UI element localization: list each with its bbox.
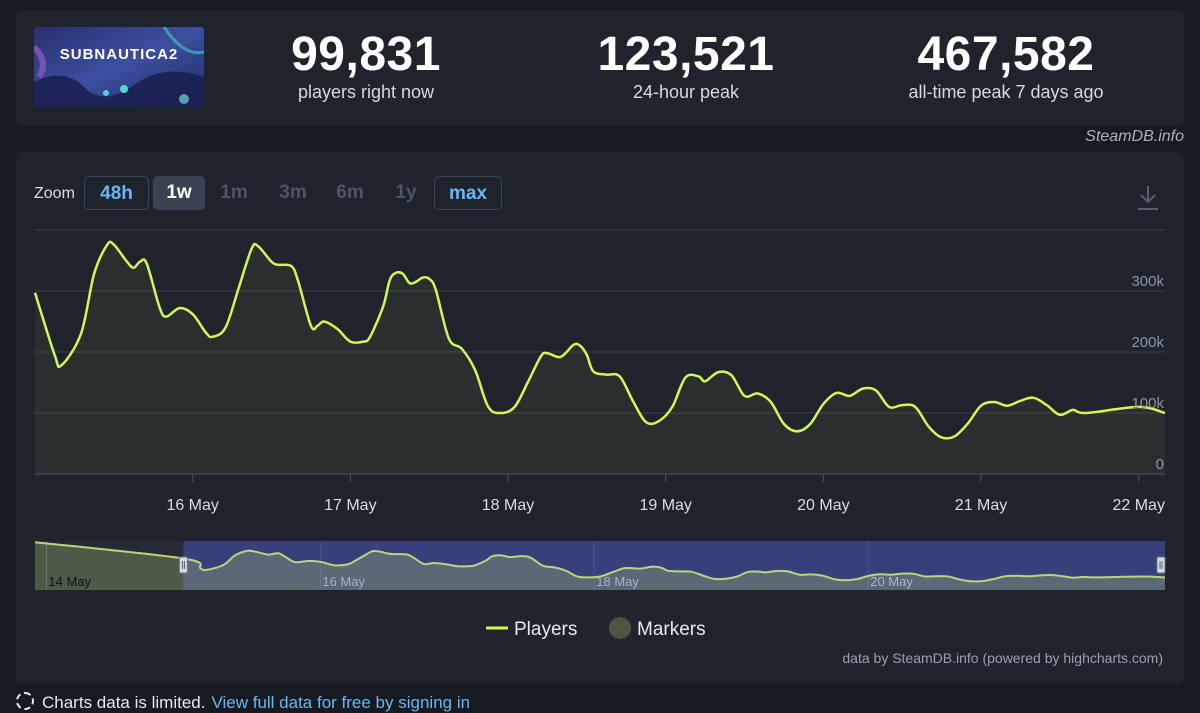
game-logo-text: SUBNAUTICA2	[60, 46, 179, 63]
y-tick-label: 0	[1156, 456, 1164, 473]
navigator-tick-label: 20 May	[870, 574, 913, 589]
all-time-peak-stat: 467,582 all-time peak 7 days ago	[886, 30, 1126, 104]
peak-24h-label: 24-hour peak	[632, 82, 740, 102]
players-line[interactable]	[33, 240, 1166, 440]
x-tick-label: 21 May	[955, 497, 1007, 514]
navigator-right-handle[interactable]	[1156, 556, 1166, 574]
stats-panel: SUBNAUTICA2 99,831 players right now 123…	[16, 10, 1184, 126]
x-tick-label: 18 May	[482, 497, 534, 514]
x-axis-labels: 16 May 17 May 18 May 19 May 20 May 21 May 22 M…	[166, 474, 1165, 514]
zoom-48h-button[interactable]: 48h	[84, 176, 149, 210]
dashed-circle-icon	[16, 692, 34, 710]
navigator-tick-label: 18 May	[596, 574, 639, 589]
sign-in-link[interactable]: View full data for free by signing in	[211, 693, 471, 712]
chart-legend: Players Markers	[486, 617, 706, 640]
navigator-area	[35, 542, 1165, 590]
navigator-tick-label: 16 May	[322, 574, 365, 589]
navigator-tick-label: 16 May	[322, 574, 365, 589]
zoom-max-button[interactable]: max	[434, 176, 502, 210]
players-series	[33, 240, 1166, 474]
chart-grid	[35, 229, 1165, 475]
navigator-tick-label: 14 May	[48, 574, 91, 589]
legend-label-players: Players	[514, 619, 577, 640]
zoom-3m-button: 3m	[279, 182, 307, 203]
zoom-1m-button: 1m	[220, 182, 248, 203]
legend-circle-icon	[609, 617, 631, 639]
all-time-peak-label: all-time peak 7 days ago	[908, 82, 1104, 102]
x-tick-label: 22 May	[1112, 497, 1164, 514]
legend-item-players[interactable]: Players	[486, 619, 577, 640]
peak-24h-stat: 123,521 24-hour peak	[586, 30, 786, 104]
download-icon[interactable]	[1136, 184, 1160, 212]
y-tick-label: 100k	[1131, 395, 1164, 412]
players-now-stat: 99,831 players right now	[266, 30, 466, 104]
x-tick-label: 19 May	[639, 497, 691, 514]
x-tick-label: 17 May	[324, 497, 376, 514]
zoom-1y-button: 1y	[395, 182, 417, 203]
navigator-left-handle[interactable]	[178, 556, 188, 574]
zoom-6m-button: 6m	[336, 182, 364, 203]
chart-panel: Zoom 48h 1w 1m 3m 6m 1y max 0 100k 200k 300…	[16, 152, 1184, 684]
legend-item-markers[interactable]: Markers	[609, 617, 706, 640]
x-tick-label: 20 May	[797, 497, 849, 514]
navigator-line	[34, 541, 1166, 583]
players-now-value: 99,831	[291, 28, 441, 81]
steamdb-credit[interactable]: SteamDB.info	[1085, 128, 1184, 145]
player-count-chart[interactable]: 0 100k 200k 300k 16 May 17 May 18 May 19 May 20…	[16, 152, 1184, 684]
chart-credit[interactable]: data by SteamDB.info (powered by highcha…	[842, 650, 1163, 666]
y-axis-labels: 0 100k 200k 300k	[1131, 273, 1164, 473]
y-tick-label: 200k	[1131, 334, 1164, 351]
navigator-tick-label: 18 May	[596, 574, 639, 589]
navigator-tick-label: 20 May	[870, 574, 913, 589]
players-now-label: players right now	[297, 82, 435, 102]
navigator-tick-label: 14 May	[48, 574, 91, 589]
game-thumbnail[interactable]: SUBNAUTICA2	[34, 27, 204, 107]
zoom-1w-button[interactable]: 1w	[153, 176, 205, 210]
game-art-image: SUBNAUTICA2	[34, 27, 204, 107]
all-time-peak-value: 467,582	[917, 28, 1095, 81]
legend-label-markers: Markers	[637, 619, 706, 640]
players-area	[35, 241, 1165, 474]
peak-24h-value: 123,521	[597, 28, 775, 81]
y-tick-label: 300k	[1131, 273, 1164, 290]
footer-text: Charts data is limited.	[42, 693, 206, 712]
x-tick-label: 16 May	[166, 497, 218, 514]
zoom-label: Zoom	[34, 185, 75, 202]
footer-note: Charts data is limited. View full data fo…	[16, 692, 470, 713]
